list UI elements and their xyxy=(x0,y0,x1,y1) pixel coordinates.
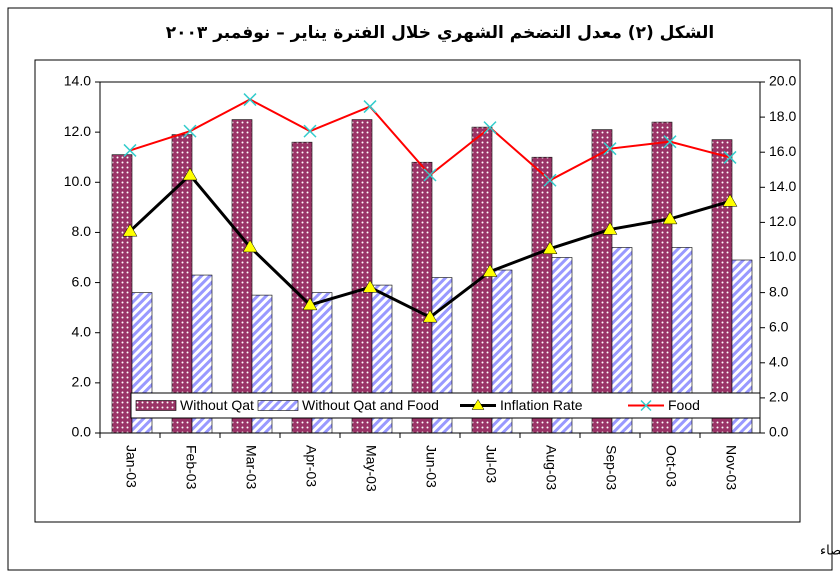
bar xyxy=(651,121,673,434)
y2-tick-label: 20.0 xyxy=(769,73,796,89)
y2-tick-label: 10.0 xyxy=(769,248,796,264)
legend-swatch xyxy=(257,400,299,411)
chart-title: الشكل (٢) معدل التضخم الشهري خلال الفترة… xyxy=(166,23,714,43)
marker xyxy=(422,309,438,323)
y-tick-label: 4.0 xyxy=(72,323,92,339)
legend-marker xyxy=(471,399,485,410)
marker xyxy=(423,168,437,182)
y-tick-label: 14.0 xyxy=(64,73,91,89)
marker xyxy=(483,121,497,135)
y2-tick-label: 16.0 xyxy=(769,143,796,159)
marker xyxy=(303,124,317,138)
bar xyxy=(291,141,313,434)
x-tick-label: Jul-03 xyxy=(483,445,499,483)
bar xyxy=(411,161,433,434)
x-tick-label: Mar-03 xyxy=(243,445,259,490)
x-tick-label: Jun-03 xyxy=(423,445,439,488)
y2-tick-label: 0.0 xyxy=(769,424,789,440)
legend-label: Without Qat and Food xyxy=(302,397,439,413)
x-tick-label: Nov-03 xyxy=(723,445,739,490)
bar xyxy=(531,156,553,434)
marker xyxy=(363,100,377,114)
marker xyxy=(663,135,677,149)
y-tick-label: 2.0 xyxy=(72,374,92,390)
plot-area xyxy=(99,81,761,434)
marker xyxy=(482,264,498,277)
marker xyxy=(543,173,557,187)
x-tick-label: Jan-03 xyxy=(123,445,139,488)
legend-label: Food xyxy=(668,397,700,413)
y2-tick-label: 14.0 xyxy=(769,178,796,194)
y2-tick-label: 6.0 xyxy=(769,318,789,334)
x-tick-label: Apr-03 xyxy=(303,445,319,487)
marker xyxy=(242,239,258,253)
legend-marker xyxy=(640,399,652,412)
bar xyxy=(591,129,613,434)
y2-tick-label: 4.0 xyxy=(769,354,789,370)
marker xyxy=(182,167,198,181)
legend-label: Inflation Rate xyxy=(500,397,583,413)
y2-tick-label: 2.0 xyxy=(769,389,789,405)
marker xyxy=(302,297,318,311)
x-tick-label: Aug-03 xyxy=(543,445,559,490)
y2-tick-label: 18.0 xyxy=(769,108,796,124)
x-tick-label: Feb-03 xyxy=(183,445,199,490)
marker xyxy=(723,150,737,164)
bar xyxy=(351,119,373,434)
y-tick-label: 12.0 xyxy=(64,123,91,139)
marker xyxy=(243,93,257,107)
y2-tick-label: 8.0 xyxy=(769,283,789,299)
x-tick-label: May-03 xyxy=(363,445,379,492)
x-tick-label: Oct-03 xyxy=(663,445,679,487)
marker xyxy=(662,211,678,225)
marker xyxy=(603,142,617,156)
chart-box xyxy=(34,59,801,523)
legend-label: Without Qat xyxy=(180,397,254,413)
source: المصدر: الجهاز المركزي للإحصاء xyxy=(820,544,840,559)
x-tick-label: Sep-03 xyxy=(603,445,619,490)
marker xyxy=(602,221,618,235)
bar xyxy=(711,139,733,434)
marker xyxy=(123,143,137,157)
marker xyxy=(542,241,558,254)
marker xyxy=(183,124,197,138)
marker xyxy=(362,279,378,293)
y2-tick-label: 12.0 xyxy=(769,213,796,229)
bar xyxy=(111,154,133,434)
y-tick-label: 10.0 xyxy=(64,173,91,189)
y-tick-label: 6.0 xyxy=(72,273,92,289)
legend-swatch xyxy=(135,400,177,411)
bar xyxy=(231,119,253,434)
marker xyxy=(122,223,138,237)
y-tick-label: 0.0 xyxy=(72,424,92,440)
bar xyxy=(471,126,493,434)
y-tick-label: 8.0 xyxy=(72,223,92,239)
marker xyxy=(722,193,738,207)
